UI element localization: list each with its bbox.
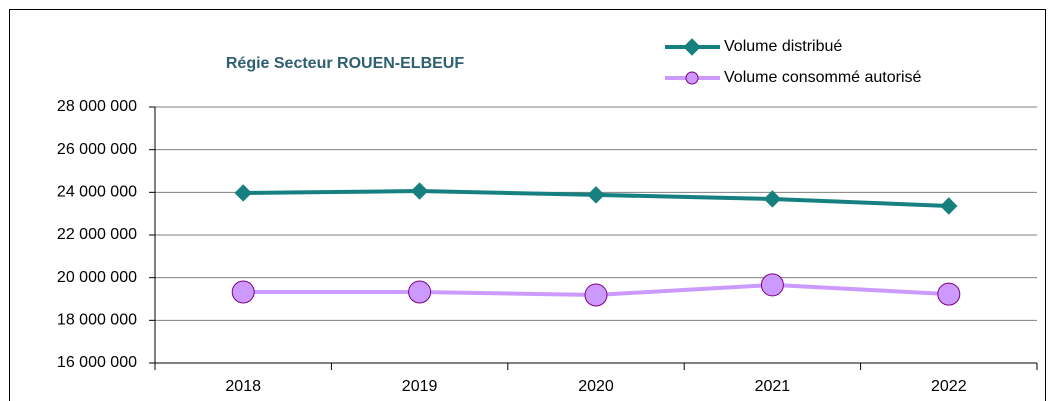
data-point [231,280,255,304]
chart-border [9,9,1046,401]
y-tick-label: 28 000 000 [57,98,137,115]
x-tick-label: 2018 [225,378,261,395]
data-point [234,184,252,202]
data-point [584,283,608,307]
x-tick-label: 2022 [931,378,967,395]
data-point [763,190,782,208]
y-tick-label: 18 000 000 [57,312,137,329]
legend-label: Volume distribué [724,38,842,55]
x-tick-label: 2021 [755,378,791,395]
y-tick-label: 16 000 000 [57,354,137,371]
chart-title: Régie Secteur ROUEN-ELBEUF [226,55,464,72]
legend-marker [685,71,699,85]
y-tick-label: 24 000 000 [57,184,137,201]
y-tick-label: 20 000 000 [57,269,137,286]
x-tick-label: 2020 [578,378,614,395]
data-point [408,280,432,304]
y-tick-label: 22 000 000 [57,226,137,243]
data-point [587,186,605,204]
data-point [410,182,429,200]
y-tick-label: 26 000 000 [57,141,137,158]
x-tick-label: 2019 [402,378,438,395]
legend-label: Volume consommé autorisé [724,69,922,86]
data-point [937,282,961,306]
data-point [760,273,784,297]
data-point [940,197,958,215]
legend-marker [683,38,701,56]
